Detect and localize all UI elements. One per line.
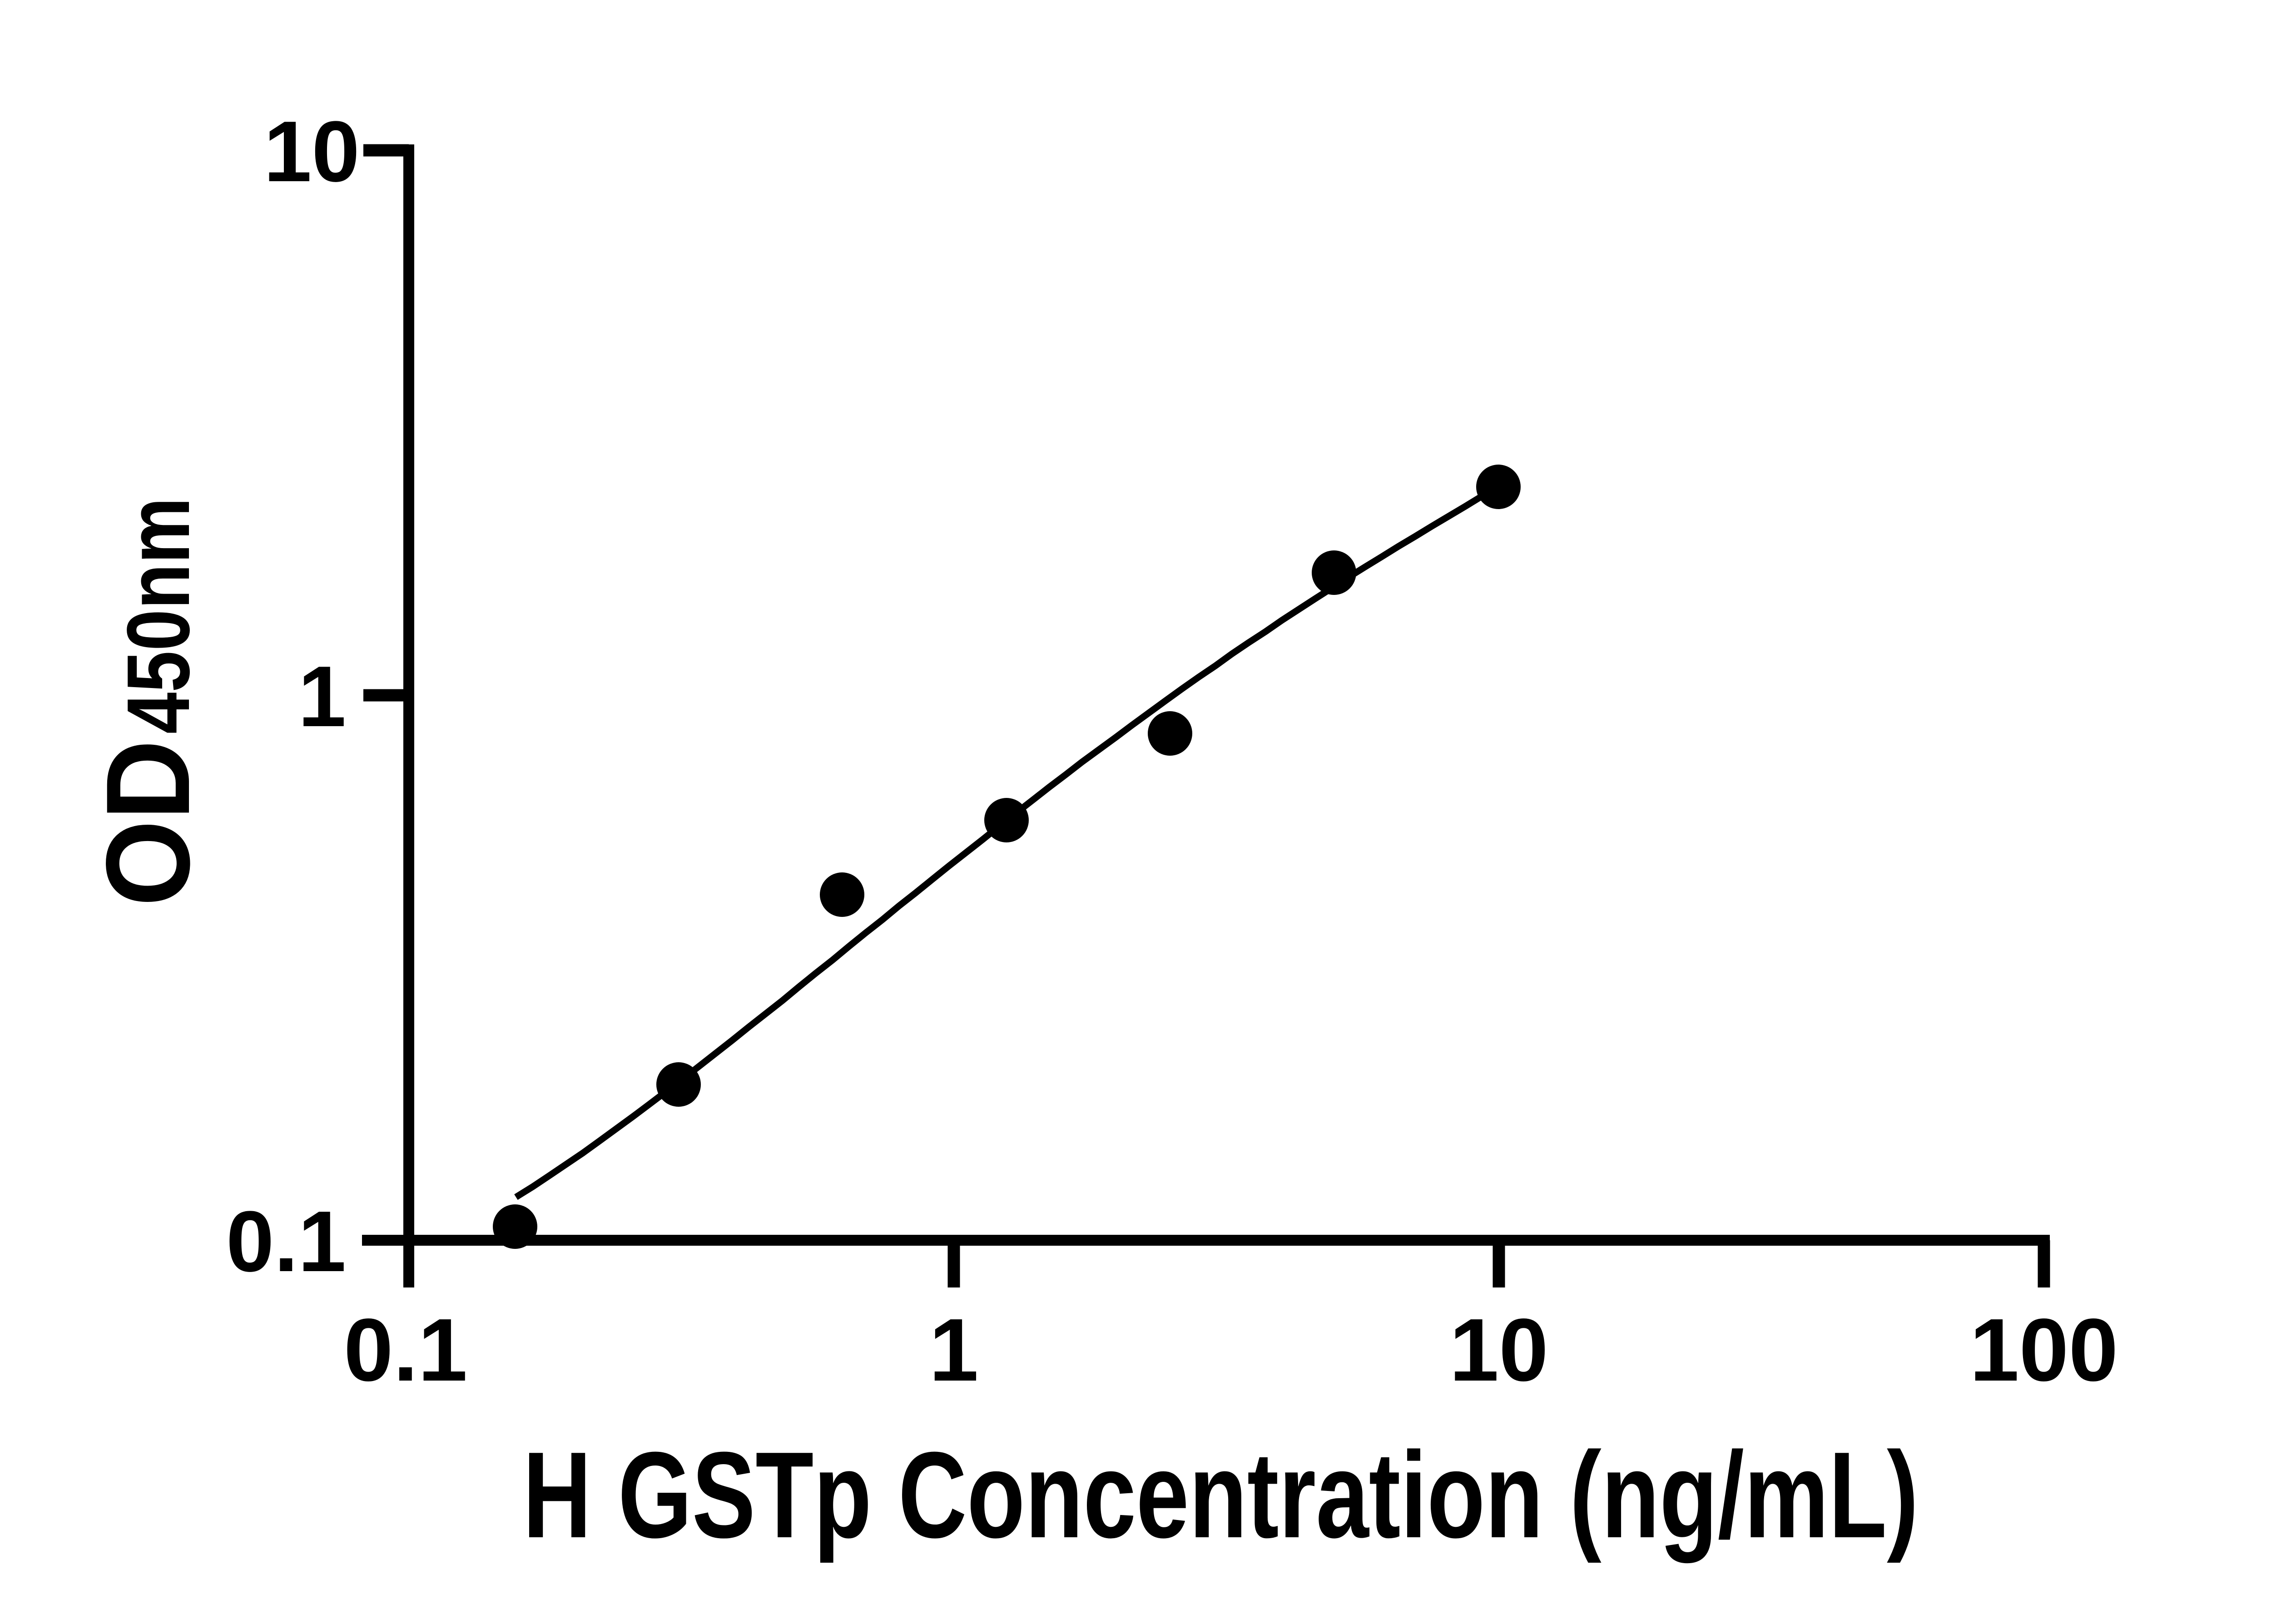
svg-text:1: 1	[929, 1300, 978, 1400]
svg-text:H GSTp Concentration (ng/mL): H GSTp Concentration (ng/mL)	[523, 1427, 1919, 1564]
svg-text:1: 1	[298, 649, 346, 745]
svg-text:100: 100	[1969, 1300, 2118, 1400]
svg-text:0.1: 0.1	[226, 1193, 346, 1290]
svg-text:10: 10	[1449, 1300, 1548, 1400]
svg-text:0.1: 0.1	[344, 1300, 467, 1400]
svg-text:10: 10	[264, 104, 360, 200]
svg-text:OD: OD	[81, 740, 214, 906]
svg-text:450nm: 450nm	[109, 497, 208, 734]
